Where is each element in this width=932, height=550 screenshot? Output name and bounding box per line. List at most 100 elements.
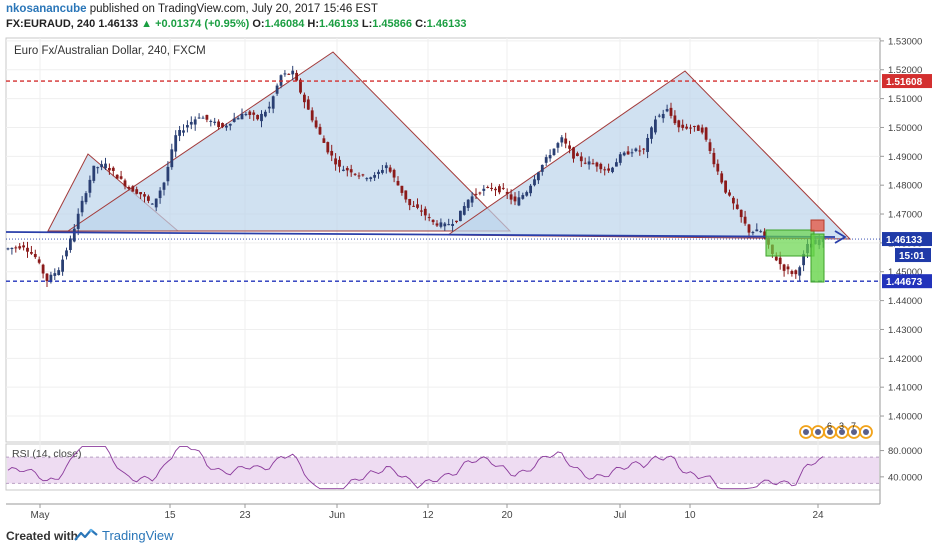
- main-pane: [5, 37, 881, 443]
- y-tick-label: 1.40000: [888, 412, 922, 423]
- event-marker-dot: [803, 429, 809, 435]
- harmonic-pattern-triangle: [66, 51, 512, 232]
- candle-body: [552, 148, 556, 156]
- candle-body: [470, 196, 474, 203]
- trade-box-stop: [810, 219, 825, 232]
- tradingview-brand-link[interactable]: TradingView: [102, 528, 174, 543]
- rsi-y-tick-label: 80.0000: [888, 446, 922, 457]
- candle-body: [521, 195, 525, 199]
- candle-body: [295, 72, 298, 81]
- candle-body: [139, 192, 142, 195]
- candle-body: [646, 137, 649, 152]
- x-tick-label: 12: [422, 510, 434, 521]
- candle-body: [533, 179, 536, 186]
- candle-body: [763, 231, 766, 239]
- symbol-label: FX:EURAUD, 240: [6, 18, 96, 30]
- candle-body: [310, 110, 314, 121]
- candle-body: [338, 159, 341, 167]
- candle-body: [661, 113, 665, 119]
- candle-body: [498, 186, 501, 193]
- candle-body: [283, 73, 287, 75]
- candle-body: [685, 126, 688, 129]
- y-tick-label: 1.42000: [888, 354, 922, 365]
- y-tick-label: 1.52000: [888, 65, 922, 76]
- rsi-y-tick-label: 40.0000: [888, 472, 922, 483]
- candle-body: [583, 162, 587, 164]
- candle-body: [158, 190, 162, 199]
- candle-body: [193, 119, 197, 125]
- candle-body: [494, 188, 497, 191]
- candle-body: [303, 94, 306, 103]
- candle-body: [607, 168, 610, 171]
- y-tick-label: 1.43000: [888, 325, 922, 336]
- candle-body: [591, 163, 595, 165]
- candle-body: [572, 147, 575, 159]
- tradingview-logo-icon[interactable]: [74, 528, 98, 542]
- candle-body: [474, 193, 478, 195]
- rsi-band: [7, 457, 879, 484]
- candle-body: [244, 114, 248, 116]
- trade-box-target: [765, 229, 815, 257]
- candle-body: [69, 238, 72, 251]
- created-with-label: Created with: [6, 529, 79, 543]
- candle-body: [509, 194, 513, 200]
- price-tag: [882, 274, 932, 289]
- price-change: +0.01374 (+0.95%): [155, 18, 250, 30]
- candle-body: [505, 191, 509, 194]
- price-tag: [882, 74, 932, 89]
- candle-body: [291, 70, 295, 75]
- candle-body: [115, 174, 119, 179]
- candle-body: [416, 204, 419, 208]
- candle-body: [556, 143, 560, 148]
- harmonic-pattern-triangle: [446, 70, 852, 240]
- y-tick-label: 1.50000: [888, 123, 922, 134]
- candle-body: [271, 96, 275, 109]
- candle-body: [326, 142, 330, 153]
- up-arrow-icon: ▲: [141, 18, 153, 30]
- candle-body: [720, 173, 724, 183]
- author-name[interactable]: nkosanancube: [6, 3, 87, 15]
- candle-body: [642, 148, 646, 150]
- candle-body: [384, 165, 388, 169]
- candle-body: [201, 117, 205, 119]
- candle-body: [6, 248, 10, 250]
- candle-body: [579, 156, 583, 162]
- candle-body: [482, 188, 486, 191]
- candle-body: [657, 115, 661, 117]
- candle-body: [544, 157, 548, 163]
- candle-body: [299, 79, 302, 93]
- event-count-label: 7: [851, 421, 856, 431]
- candle-body: [314, 120, 318, 128]
- x-tick-label: 10: [684, 510, 696, 521]
- y-tick-label: 1.45000: [888, 267, 922, 278]
- candle-body: [342, 169, 345, 171]
- x-tick-label: 24: [812, 510, 824, 521]
- candle-body: [392, 169, 396, 178]
- candle-body: [548, 155, 552, 159]
- candle-body: [451, 223, 454, 226]
- price-tag-label: 1.51608: [886, 77, 923, 88]
- candle-body: [802, 253, 805, 266]
- candle-body: [322, 138, 326, 143]
- candle-body: [240, 113, 244, 120]
- candle-body: [513, 196, 517, 202]
- chart-canvas[interactable]: 1.53000 1.52000 1.51000 1.50000 1.49000 1.480…: [0, 34, 932, 522]
- candle-body: [427, 217, 431, 219]
- candle-body: [92, 165, 96, 181]
- candle-body: [622, 152, 626, 156]
- candle-body: [260, 113, 263, 122]
- countdown-label: 15:01: [899, 251, 925, 262]
- candle-body: [794, 270, 798, 275]
- low-label: L:: [361, 18, 373, 30]
- candle-body: [30, 252, 33, 254]
- footer-bar: Created with TradingView: [0, 522, 932, 550]
- low-value: 1.45866: [372, 18, 412, 30]
- candle-body: [412, 205, 415, 207]
- publish-line: nkosanancube published on TradingView.co…: [6, 3, 378, 15]
- candle-body: [587, 161, 591, 165]
- published-text: published on TradingView.com, July 20, 2…: [89, 3, 378, 15]
- candle-body: [100, 164, 103, 168]
- event-marker-dot: [863, 429, 869, 435]
- candle-body: [798, 267, 802, 276]
- candle-body: [72, 228, 76, 242]
